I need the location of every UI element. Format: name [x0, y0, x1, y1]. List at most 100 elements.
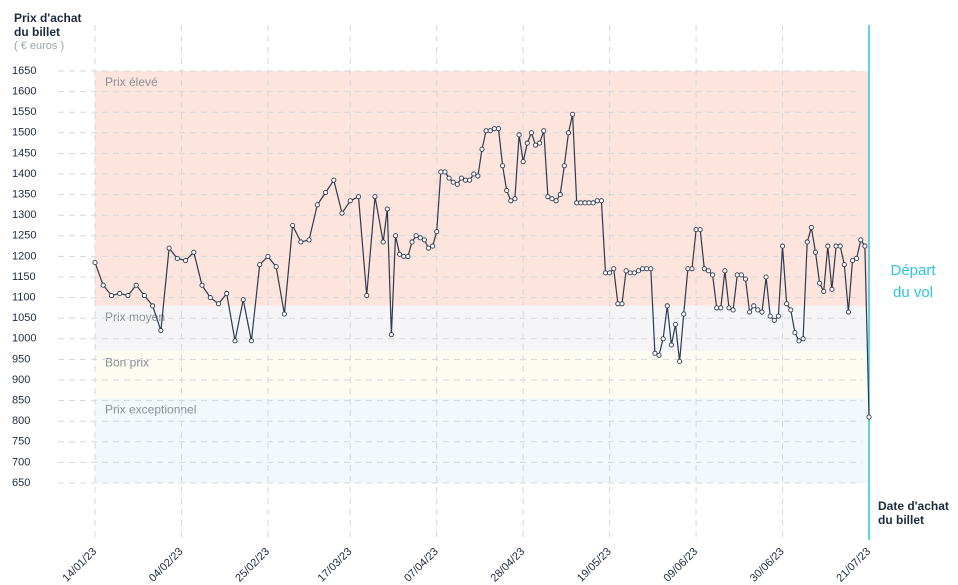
price-point — [578, 200, 584, 206]
price-point — [401, 253, 407, 259]
y-tick-label: 1000 — [12, 333, 36, 345]
price-point — [763, 274, 769, 280]
price-point — [648, 266, 654, 272]
x-tick-label: 14/01/23 — [60, 546, 99, 585]
price-point — [380, 239, 386, 245]
price-point — [705, 268, 711, 274]
price-point — [549, 196, 555, 202]
price-point — [561, 163, 567, 169]
price-point — [862, 243, 868, 249]
price-point — [751, 303, 757, 309]
price-point — [821, 288, 827, 294]
price-point — [306, 237, 312, 243]
price-point — [537, 140, 543, 146]
price-point — [207, 295, 213, 301]
price-point — [804, 239, 810, 245]
price-point — [710, 272, 716, 278]
price-point — [541, 128, 547, 134]
price-point — [788, 307, 794, 313]
price-point — [347, 198, 353, 204]
price-point — [397, 251, 403, 257]
price-point — [590, 200, 596, 206]
price-point — [417, 235, 423, 241]
price-point — [215, 301, 222, 307]
price-point — [166, 245, 172, 251]
price-point — [808, 225, 814, 231]
price-point — [483, 128, 489, 134]
band-label: Prix moyen — [105, 310, 165, 324]
price-point — [627, 270, 633, 276]
price-point — [845, 309, 851, 315]
y-tick-label: 1650 — [12, 65, 36, 77]
price-point — [602, 270, 609, 276]
x-tick-label: 19/05/23 — [575, 546, 614, 585]
price-point — [742, 276, 749, 282]
price-point — [685, 266, 691, 272]
y-tick-label: 850 — [12, 395, 30, 407]
price-point — [524, 140, 530, 146]
price-point — [714, 305, 720, 311]
band-label: Bon prix — [105, 355, 149, 369]
price-point — [430, 243, 436, 249]
price-point — [784, 301, 790, 307]
y-tick-label: 1500 — [12, 127, 36, 139]
price-point — [767, 313, 773, 319]
y-tick-label: 1250 — [12, 230, 36, 242]
price-point — [512, 196, 518, 202]
price-point — [314, 202, 320, 208]
price-point — [635, 268, 641, 274]
price-point — [615, 301, 621, 307]
annotation: Départ du vol — [890, 262, 936, 301]
x-tick-label: 30/06/23 — [748, 546, 787, 585]
price-point — [462, 177, 469, 183]
price-point — [668, 342, 674, 348]
price-point — [133, 282, 139, 288]
price-point — [623, 268, 629, 274]
price-point — [557, 192, 563, 198]
price-point — [281, 311, 287, 317]
price-point — [738, 272, 744, 278]
price-point — [582, 200, 588, 206]
band-label: Prix élevé — [105, 75, 158, 89]
price-point — [652, 350, 658, 356]
price-point — [792, 330, 798, 336]
price-point — [693, 227, 699, 233]
x-tick-label: 17/03/23 — [316, 546, 355, 585]
price-point — [323, 189, 329, 196]
price-point — [833, 243, 839, 249]
price-point — [734, 272, 740, 278]
price-point — [812, 249, 819, 255]
price-point — [594, 198, 600, 204]
price-band — [95, 398, 869, 483]
price-point — [92, 260, 98, 266]
y-tick-label: 1350 — [12, 189, 36, 201]
price-point — [701, 266, 707, 272]
price-point — [607, 270, 613, 276]
price-point — [660, 336, 666, 342]
price-point — [516, 132, 522, 138]
price-point — [598, 198, 604, 204]
price-point — [421, 237, 427, 243]
price-point — [446, 175, 452, 181]
price-point — [224, 290, 230, 297]
price-point — [150, 303, 156, 309]
y-tick-label: 800 — [12, 415, 30, 427]
price-point — [100, 282, 106, 288]
price-point — [747, 309, 753, 315]
x-axis-title: Date d'achat du billet — [878, 499, 949, 527]
y-axis-unit: ( € euros ) — [14, 40, 65, 52]
price-point — [854, 255, 860, 262]
price-point — [141, 292, 147, 299]
price-point — [442, 169, 448, 175]
x-tick-label: 21/07/23 — [834, 546, 873, 585]
price-point — [775, 313, 781, 319]
price-point — [640, 266, 646, 272]
y-tick-label: 1600 — [12, 86, 36, 98]
price-point — [413, 233, 419, 239]
price-point — [553, 198, 559, 204]
y-tick-label: 1300 — [12, 209, 36, 221]
price-band — [95, 71, 869, 306]
y-tick-label: 1550 — [12, 106, 36, 118]
y-tick-label: 1450 — [12, 147, 36, 159]
